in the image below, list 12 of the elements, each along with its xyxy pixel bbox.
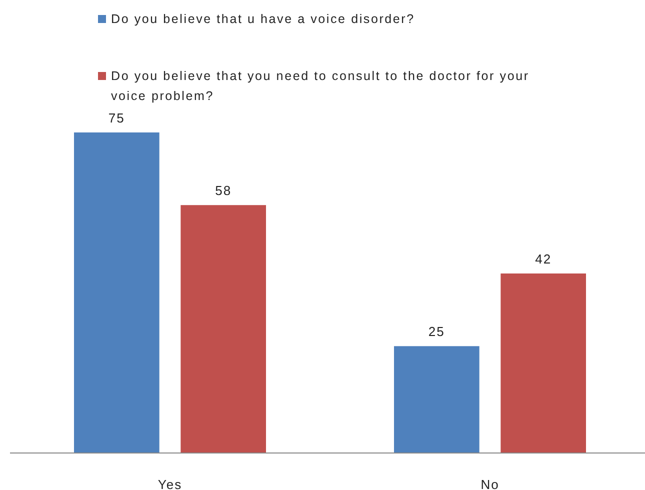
x-tick-label: Yes [158,477,182,490]
data-label: 58 [215,183,232,198]
legend-label: Do you believe that u have a voice disorder? [111,12,415,26]
bar [500,273,586,453]
data-label: 75 [108,110,125,126]
bar [394,346,480,453]
x-tick-label: No [480,477,500,490]
bar [74,132,160,453]
data-label: 42 [535,251,552,266]
bar [180,205,266,453]
legend-label: Do you believe that you need to consult to the doctor for your voice problem? [111,69,530,103]
data-label: 25 [428,324,445,340]
